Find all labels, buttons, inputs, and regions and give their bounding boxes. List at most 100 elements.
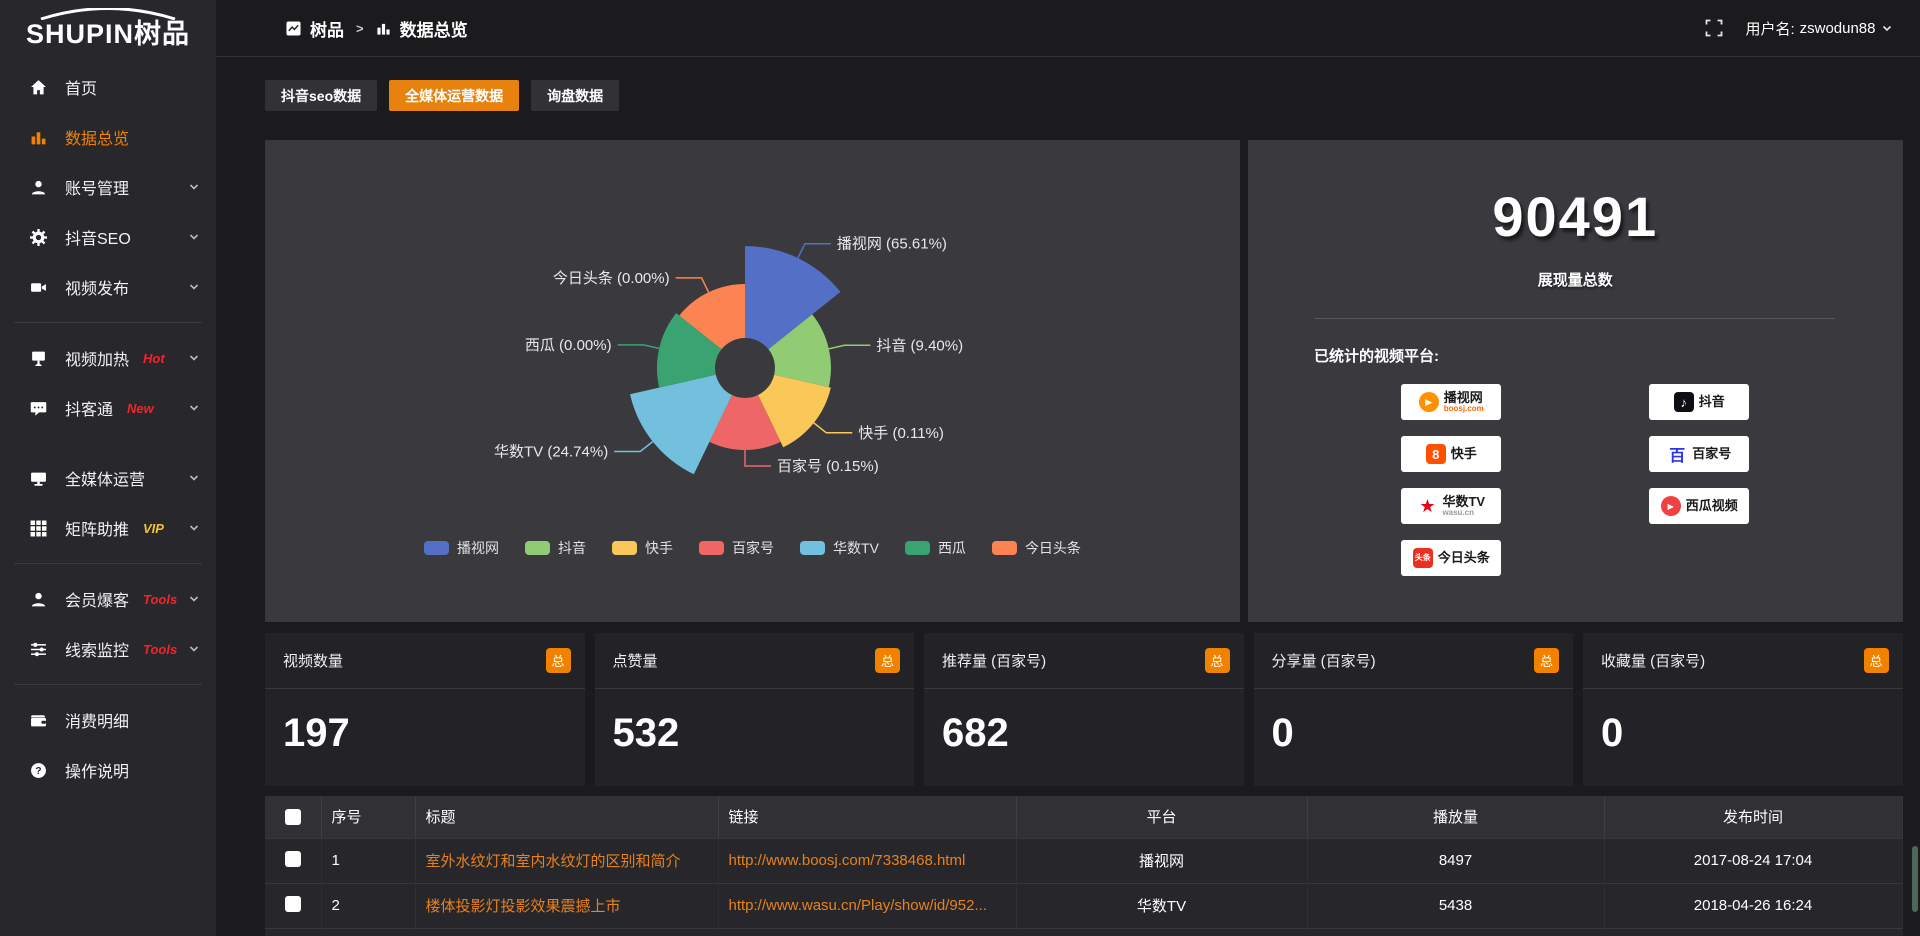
chevron-down-icon xyxy=(188,593,200,605)
pie-chart-panel: 播视网 (65.61%) 抖音 (9.40%) 快手 (0.11%) 百家号 (0.1… xyxy=(265,140,1240,622)
sidebar-item-sliders[interactable]: 线索监控 Tools xyxy=(0,624,216,674)
legend-label: 快手 xyxy=(645,540,674,556)
row-index: 2 xyxy=(321,882,416,928)
total-badge[interactable]: 总 xyxy=(1863,648,1889,673)
sidebar-item-monitor[interactable]: 全媒体运营 xyxy=(0,453,216,503)
legend-item-播视网[interactable]: 播视网 xyxy=(424,538,499,558)
legend-item-西瓜[interactable]: 西瓜 xyxy=(904,538,966,558)
pie-label-line-西瓜 xyxy=(617,344,660,350)
pie-slice-播视网[interactable] xyxy=(745,245,841,350)
tab-1[interactable]: 抖音seo数据 xyxy=(265,80,378,111)
grid-icon xyxy=(30,520,50,537)
header-select-all-cell xyxy=(265,796,322,838)
douyin-logo-icon: ♪ xyxy=(1673,392,1694,412)
sidebar-item-label: 首页 xyxy=(65,81,98,98)
sidebar-item-label: 全媒体运营 xyxy=(65,472,146,489)
sidebar-item-bar-chart[interactable]: 数据总览 xyxy=(0,112,216,162)
sidebar-item-grid[interactable]: 矩阵助推 VIP xyxy=(0,503,216,553)
chevron-down-icon xyxy=(188,352,200,364)
sidebar-gap xyxy=(0,433,216,453)
pie-slice-华数TV[interactable] xyxy=(630,374,732,475)
sidebar-item-wallet[interactable]: 消费明细 xyxy=(0,695,216,745)
empty-cell xyxy=(321,927,415,936)
user-menu[interactable]: 用户名: zswodun88 xyxy=(1745,18,1892,39)
pie-label-今日头条: 今日头条 (0.00%) xyxy=(553,270,670,287)
breadcrumb-separator: > xyxy=(356,20,364,36)
legend-item-今日头条[interactable]: 今日头条 xyxy=(991,538,1081,558)
empty-cell xyxy=(415,927,718,936)
total-badge[interactable]: 总 xyxy=(545,648,571,673)
pie-slice-百家号[interactable] xyxy=(709,395,781,451)
breadcrumb-current[interactable]: 数据总览 xyxy=(399,20,468,40)
empty-cell xyxy=(265,927,321,936)
total-badge[interactable]: 总 xyxy=(1204,648,1230,673)
total-badge[interactable]: 总 xyxy=(1534,648,1559,673)
sidebar-item-label: 会员爆客 xyxy=(65,593,130,610)
legend-item-华数TV[interactable]: 华数TV xyxy=(800,538,879,558)
sidebar-item-gear[interactable]: 抖音SEO xyxy=(0,212,216,262)
username-label: 用户名: xyxy=(1745,20,1795,38)
stat-card-header: 推荐量 (百家号) 总 xyxy=(924,633,1244,689)
pie-slice-西瓜[interactable] xyxy=(656,313,722,388)
breadcrumb-root[interactable]: 树品 xyxy=(310,20,344,40)
legend-item-抖音[interactable]: 抖音 xyxy=(525,538,586,558)
pie-label-line-播视网 xyxy=(797,242,831,259)
platform-share-rose-chart: 播视网 (65.61%) 抖音 (9.40%) 快手 (0.11%) 百家号 (0.1… xyxy=(494,236,963,475)
stat-card-label: 收藏量 (百家号) xyxy=(1601,653,1706,670)
fullscreen-icon[interactable] xyxy=(1705,19,1723,37)
username-value: zswodun88 xyxy=(1799,19,1876,37)
sidebar-item-tag: Hot xyxy=(143,350,165,366)
person-icon xyxy=(30,591,50,608)
sidebar-item-label: 账号管理 xyxy=(65,181,130,198)
sidebar-item-screen[interactable]: 视频加热 Hot xyxy=(0,333,216,383)
sidebar-item-tag: VIP xyxy=(143,520,164,536)
chevron-down-icon xyxy=(188,181,200,193)
xigua-logo-icon: ▶ xyxy=(1660,496,1681,516)
chevron-down-icon xyxy=(188,643,200,655)
empty-cell xyxy=(1016,927,1307,936)
platform-subtext: boosj.com xyxy=(1443,403,1484,413)
legend-item-快手[interactable]: 快手 xyxy=(612,538,673,558)
user-icon xyxy=(30,179,50,196)
video-title-link[interactable]: 楼体投影灯投影效果震撼上市 xyxy=(415,882,719,928)
select-all-checkbox[interactable] xyxy=(284,809,301,826)
breadcrumb-current-icon xyxy=(376,21,391,36)
tab-3[interactable]: 询盘数据 xyxy=(531,80,620,111)
pie-slice-抖音[interactable] xyxy=(768,314,831,388)
sidebar-item-label: 数据总览 xyxy=(65,131,130,148)
overview-panels: 播视网 (65.61%) 抖音 (9.40%) 快手 (0.11%) 百家号 (0.1… xyxy=(265,140,1903,622)
video-url-link[interactable]: http://www.wasu.cn/Play/show/id/952... xyxy=(718,882,1017,928)
row-checkbox[interactable] xyxy=(284,850,301,867)
column-header: 播放量 xyxy=(1307,796,1605,838)
sidebar-item-person[interactable]: 会员爆客 Tools xyxy=(0,574,216,624)
pie-label-line-今日头条 xyxy=(675,277,710,293)
tab-2[interactable]: 全媒体运营数据 xyxy=(389,80,520,111)
video-url-link[interactable]: http://www.boosj.com/7338468.html xyxy=(718,837,1017,883)
publish-time-cell: 2018-04-26 16:24 xyxy=(1604,882,1903,928)
home-icon xyxy=(30,79,50,96)
scrollbar-thumb[interactable] xyxy=(1912,846,1918,912)
content: 抖音seo数据 全媒体运营数据 询盘数据 播视网 (65.61%) 抖音 (9.40%… xyxy=(216,57,1920,936)
row-checkbox[interactable] xyxy=(284,895,301,912)
svg-text:?: ? xyxy=(35,766,41,777)
plays-cell: 8497 xyxy=(1307,837,1605,883)
stat-card-header: 收藏量 (百家号) 总 xyxy=(1583,633,1903,689)
column-header: 发布时间 xyxy=(1604,796,1903,838)
sidebar-item-home[interactable]: 首页 xyxy=(0,62,216,112)
pie-slice-快手[interactable] xyxy=(758,374,831,448)
logo-arc xyxy=(40,8,176,20)
sidebar-item-user[interactable]: 账号管理 xyxy=(0,162,216,212)
sidebar-item-chat[interactable]: 抖客通 New xyxy=(0,383,216,433)
platform-badge-今日头条: 头条 今日头条 xyxy=(1401,540,1502,576)
video-title-link[interactable]: 室外水纹灯和室内水纹灯的区别和简介 xyxy=(415,837,719,883)
platform-column-2: ♪ 抖音百百家号 ▶ 西瓜视频 xyxy=(1649,384,1750,524)
legend-swatch xyxy=(424,541,450,555)
stat-card-value: 0 xyxy=(1271,711,1294,755)
pie-slice-今日头条[interactable] xyxy=(679,284,745,350)
sidebar-item-label: 矩阵助推 xyxy=(65,522,130,539)
sidebar-item-question[interactable]: ? 操作说明 xyxy=(0,745,216,795)
legend-item-百家号[interactable]: 百家号 xyxy=(699,538,774,558)
total-badge[interactable]: 总 xyxy=(875,648,900,673)
page-scrollbar[interactable] xyxy=(1910,0,1920,936)
sidebar-item-video[interactable]: 视频发布 xyxy=(0,262,216,312)
